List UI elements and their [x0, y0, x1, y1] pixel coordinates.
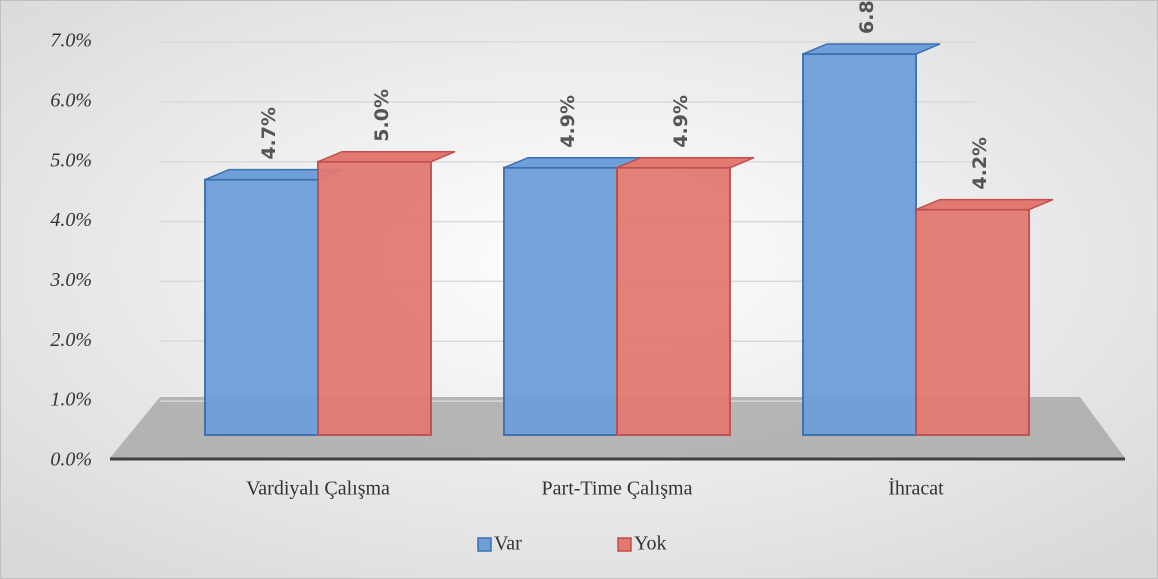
- value-label: 6.8%: [856, 0, 878, 34]
- value-label: 5.0%: [371, 89, 393, 142]
- value-label: 4.9%: [557, 95, 579, 148]
- y-tick-label: 5.0%: [50, 149, 92, 171]
- y-tick-label: 6.0%: [50, 89, 92, 111]
- bar-top: [317, 150, 456, 163]
- x-tick-label: İhracat: [888, 477, 944, 500]
- y-tick-label: 7.0%: [50, 30, 92, 52]
- x-tick-label: Part-Time Çalışma: [542, 478, 693, 500]
- bar: [503, 166, 618, 436]
- y-tick-label: 4.0%: [50, 209, 92, 231]
- bar-top: [616, 156, 755, 169]
- y-tick-label: 1.0%: [50, 389, 92, 411]
- value-label: 4.9%: [670, 95, 692, 148]
- legend-swatch: [477, 537, 492, 552]
- bar-top: [915, 198, 1054, 211]
- y-tick-label: 3.0%: [49, 269, 92, 291]
- legend-swatch: [617, 537, 632, 552]
- bar: [802, 52, 917, 436]
- bar: [317, 160, 432, 436]
- y-tick-label: 2.0%: [50, 329, 92, 351]
- bar: [616, 166, 731, 436]
- y-tick-label: 0.0%: [50, 449, 92, 471]
- legend-label: Yok: [634, 533, 666, 555]
- bar-top: [802, 43, 941, 55]
- legend-label: Var: [494, 533, 522, 555]
- bar: [204, 178, 319, 436]
- value-label: 4.7%: [258, 107, 280, 160]
- bar: [915, 208, 1030, 436]
- value-label: 4.2%: [969, 137, 991, 190]
- x-tick-label: Vardiyalı Çalışma: [246, 478, 390, 500]
